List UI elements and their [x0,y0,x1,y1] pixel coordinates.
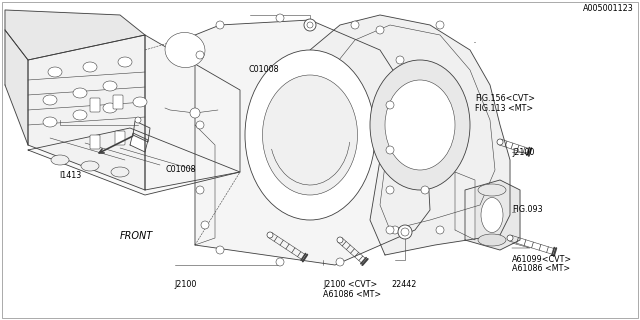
Circle shape [398,225,412,239]
Text: C01008: C01008 [248,65,279,74]
Polygon shape [465,180,520,250]
Circle shape [304,19,316,31]
Circle shape [386,146,394,154]
Text: 22442: 22442 [392,280,417,289]
Ellipse shape [103,81,117,91]
Circle shape [421,186,429,194]
Circle shape [216,246,224,254]
Ellipse shape [103,103,117,113]
Circle shape [267,232,273,238]
Ellipse shape [133,97,147,107]
Polygon shape [195,20,430,265]
Polygon shape [145,35,240,190]
Ellipse shape [43,95,57,105]
Text: J2100: J2100 [174,280,196,289]
Ellipse shape [478,234,506,246]
Polygon shape [28,128,240,195]
Text: J2100: J2100 [512,148,534,157]
Circle shape [196,51,204,59]
Circle shape [421,121,429,129]
Circle shape [497,139,503,145]
Ellipse shape [385,80,455,170]
Ellipse shape [370,60,470,190]
Text: FRONT: FRONT [120,230,153,241]
Circle shape [386,226,394,234]
Circle shape [190,108,200,118]
Circle shape [196,186,204,194]
Ellipse shape [48,67,62,77]
Text: A005001123: A005001123 [583,4,634,13]
FancyBboxPatch shape [90,98,100,112]
Ellipse shape [73,88,87,98]
Circle shape [391,226,399,234]
Polygon shape [455,172,475,240]
Polygon shape [5,10,145,60]
Ellipse shape [481,197,503,233]
Circle shape [401,228,409,236]
Text: A61099<CVT>: A61099<CVT> [512,255,572,264]
Circle shape [507,235,513,241]
Ellipse shape [81,161,99,171]
Ellipse shape [118,57,132,67]
Polygon shape [130,133,148,152]
Ellipse shape [83,62,97,72]
FancyBboxPatch shape [90,135,100,149]
Text: I1413: I1413 [59,171,81,180]
Circle shape [436,21,444,29]
Text: FIG.093: FIG.093 [512,205,543,214]
FancyBboxPatch shape [113,95,123,109]
Ellipse shape [245,50,375,220]
Ellipse shape [73,110,87,120]
Ellipse shape [262,75,358,195]
Circle shape [201,221,209,229]
Circle shape [196,121,204,129]
FancyBboxPatch shape [115,131,125,145]
Circle shape [307,22,313,28]
Text: C01008: C01008 [165,165,196,174]
Circle shape [351,21,359,29]
Text: A61086 <MT>: A61086 <MT> [512,264,570,273]
Circle shape [276,14,284,22]
Circle shape [336,258,344,266]
Ellipse shape [478,184,506,196]
Circle shape [337,237,343,243]
Circle shape [436,226,444,234]
Circle shape [386,186,394,194]
Polygon shape [310,15,510,255]
Text: FIG.113 <MT>: FIG.113 <MT> [475,104,533,113]
Text: FIG.156<CVT>: FIG.156<CVT> [475,94,535,103]
Circle shape [276,258,284,266]
Ellipse shape [51,155,69,165]
Polygon shape [28,35,145,190]
Ellipse shape [43,117,57,127]
Circle shape [135,117,141,123]
Circle shape [216,21,224,29]
Text: J2100 <CVT>: J2100 <CVT> [323,280,378,289]
Circle shape [376,26,384,34]
Circle shape [396,56,404,64]
Polygon shape [133,121,150,142]
Ellipse shape [165,32,205,68]
Ellipse shape [111,167,129,177]
Text: A61086 <MT>: A61086 <MT> [323,290,381,299]
Circle shape [386,101,394,109]
Polygon shape [5,30,28,145]
